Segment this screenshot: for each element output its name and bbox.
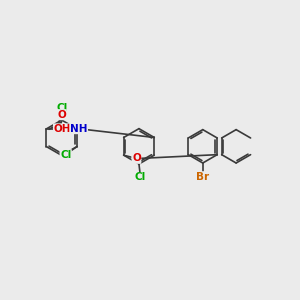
Text: O: O (58, 110, 66, 120)
Text: Cl: Cl (135, 172, 146, 182)
Text: O: O (132, 153, 141, 163)
Text: NH: NH (70, 124, 88, 134)
Text: Br: Br (196, 172, 209, 182)
Text: Cl: Cl (56, 103, 67, 113)
Text: OH: OH (53, 124, 71, 134)
Text: Cl: Cl (60, 150, 71, 160)
